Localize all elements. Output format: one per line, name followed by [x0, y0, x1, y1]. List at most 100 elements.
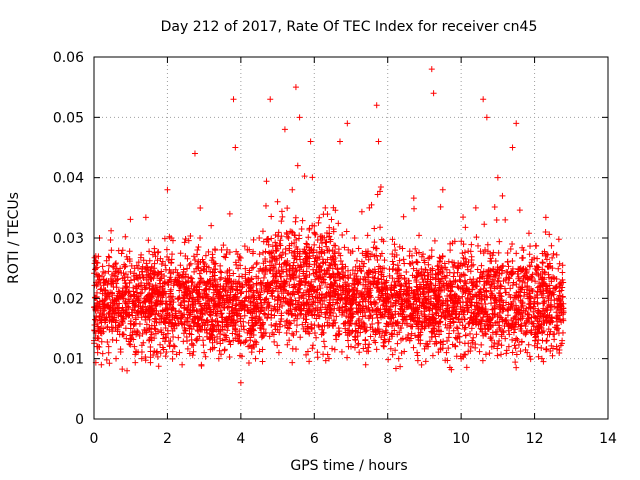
data-point [343, 300, 350, 307]
data-point [166, 342, 173, 349]
data-point [486, 350, 493, 357]
data-point [210, 300, 217, 307]
data-point [112, 260, 119, 267]
data-point [213, 339, 220, 346]
data-point [435, 349, 442, 356]
data-point [461, 351, 468, 358]
data-point [511, 314, 518, 321]
data-point [345, 306, 352, 313]
data-point [467, 276, 474, 283]
data-point [496, 301, 503, 308]
data-point [97, 279, 104, 286]
data-point [543, 306, 550, 313]
data-point [516, 292, 523, 299]
data-point [216, 288, 223, 295]
data-point [389, 258, 396, 265]
data-point [351, 333, 358, 340]
data-point [147, 354, 154, 361]
data-point [463, 298, 470, 305]
data-point [414, 318, 421, 325]
data-point [229, 304, 236, 311]
data-point [303, 351, 310, 358]
data-point [306, 330, 313, 337]
data-point [153, 297, 160, 304]
data-point [316, 274, 323, 281]
data-point [194, 247, 201, 254]
data-point [448, 304, 455, 311]
data-point [519, 313, 526, 320]
data-point [282, 245, 289, 252]
data-point [219, 297, 226, 304]
data-point [415, 332, 422, 339]
data-point [225, 316, 232, 323]
data-point [219, 319, 226, 326]
data-point [166, 294, 173, 301]
data-point [421, 345, 428, 352]
data-point [527, 305, 534, 312]
data-point [413, 267, 420, 274]
data-point [468, 309, 475, 316]
data-point [351, 344, 358, 351]
data-point [444, 305, 451, 312]
data-point [316, 313, 323, 320]
data-point [126, 279, 133, 286]
data-point [509, 257, 516, 264]
data-point [346, 322, 353, 329]
data-point [262, 202, 269, 209]
data-point [258, 307, 265, 314]
data-point [378, 271, 385, 278]
data-point [198, 362, 205, 369]
data-point [448, 366, 455, 373]
data-point [322, 271, 329, 278]
data-point [543, 346, 550, 353]
data-point [362, 361, 369, 368]
data-point [556, 349, 563, 356]
data-point [397, 283, 404, 290]
x-tick-label: 12 [526, 431, 544, 447]
data-point [170, 334, 177, 341]
data-point [297, 281, 304, 288]
data-point [113, 337, 120, 344]
data-point [364, 232, 371, 239]
data-point [210, 289, 217, 296]
data-point [336, 295, 343, 302]
data-point [396, 329, 403, 336]
data-point [122, 299, 129, 306]
data-point [341, 308, 348, 315]
data-point [355, 309, 362, 316]
data-point [123, 283, 130, 290]
data-point [232, 302, 239, 309]
data-point [409, 315, 416, 322]
data-point [187, 260, 194, 267]
data-point [375, 319, 382, 326]
data-point [279, 302, 286, 309]
data-point [195, 320, 202, 327]
data-point [308, 301, 315, 308]
data-point [504, 306, 511, 313]
data-point [306, 358, 313, 365]
data-point [282, 279, 289, 286]
data-point [513, 364, 520, 371]
data-point [539, 250, 546, 257]
data-point [148, 305, 155, 312]
data-point [296, 295, 303, 302]
x-tick-label: 4 [236, 431, 245, 447]
data-point [491, 204, 498, 211]
data-point [158, 327, 165, 334]
data-point [115, 309, 122, 316]
data-point [286, 321, 293, 328]
data-point [224, 327, 231, 334]
data-point [143, 306, 150, 313]
data-point [554, 304, 561, 311]
data-point [133, 331, 140, 338]
data-point [350, 286, 357, 293]
data-point [197, 205, 204, 211]
data-point [392, 282, 399, 289]
data-point [487, 258, 494, 265]
data-point [300, 270, 307, 277]
data-point [142, 357, 149, 364]
data-point [202, 309, 209, 316]
data-point [263, 236, 270, 243]
data-point [255, 305, 262, 312]
data-point [327, 273, 334, 280]
